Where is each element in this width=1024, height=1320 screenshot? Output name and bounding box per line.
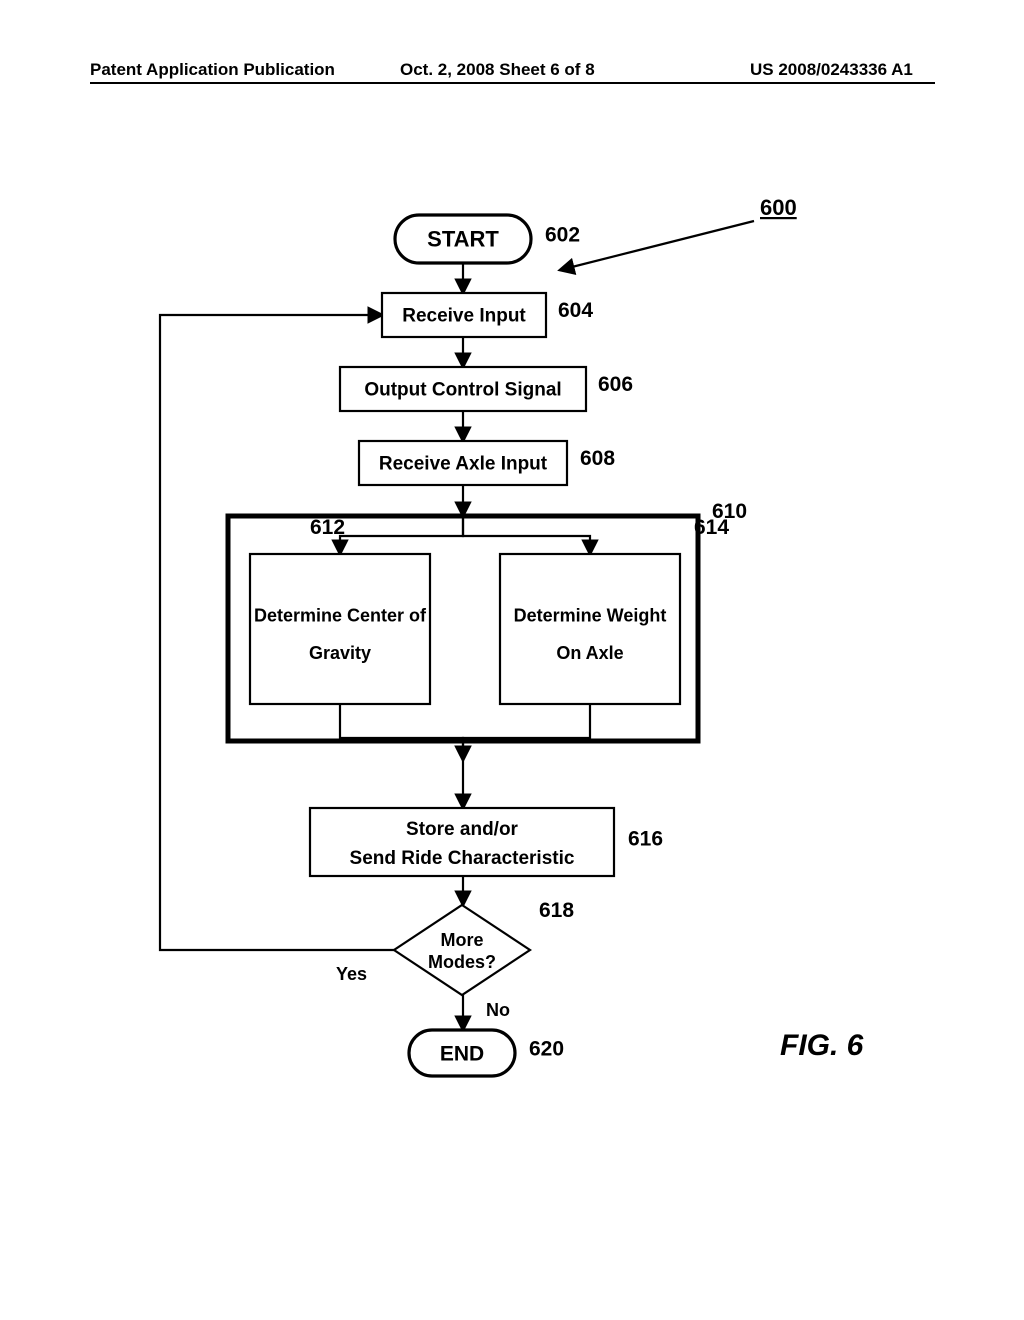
svg-text:620: 620 [529, 1037, 564, 1060]
svg-text:604: 604 [558, 299, 593, 322]
svg-text:START: START [427, 227, 499, 252]
edge-cog-joinS [340, 704, 463, 760]
svg-text:608: 608 [580, 447, 615, 470]
svg-text:618: 618 [539, 899, 574, 922]
flowchart-diagram: START Receive Input Output Control Signal R… [0, 0, 1024, 1320]
svg-text:Store and/or: Store and/or [406, 819, 519, 840]
svg-text:Determine Center of: Determine Center of [254, 606, 427, 626]
svg-text:More: More [440, 930, 483, 950]
decision-dec [394, 905, 530, 995]
svg-text:Output Control Signal: Output Control Signal [364, 380, 561, 401]
svg-text:Receive Axle Input: Receive Axle Input [379, 454, 548, 475]
svg-text:On Axle: On Axle [556, 643, 623, 663]
svg-text:Receive Input: Receive Input [402, 306, 526, 327]
svg-text:FIG. 6: FIG. 6 [780, 1029, 864, 1062]
svg-text:Gravity: Gravity [309, 643, 371, 663]
edge-wax-joinS [463, 704, 590, 760]
svg-text:616: 616 [628, 827, 663, 850]
svg-text:614: 614 [694, 516, 729, 539]
svg-text:No: No [486, 1000, 510, 1020]
process-wax [500, 554, 680, 704]
svg-text:Determine Weight: Determine Weight [514, 606, 667, 626]
svg-text:Yes: Yes [336, 964, 367, 984]
svg-text:600: 600 [760, 195, 797, 220]
process-cog [250, 554, 430, 704]
edge-box610-wax [463, 516, 590, 554]
svg-text:602: 602 [545, 223, 580, 246]
svg-text:612: 612 [310, 516, 345, 539]
svg-text:606: 606 [598, 373, 633, 396]
edge-box610-cog [340, 516, 463, 554]
svg-text:Send Ride Characteristic: Send Ride Characteristic [350, 848, 575, 869]
svg-text:END: END [440, 1042, 484, 1065]
svg-text:Modes?: Modes? [428, 952, 496, 972]
